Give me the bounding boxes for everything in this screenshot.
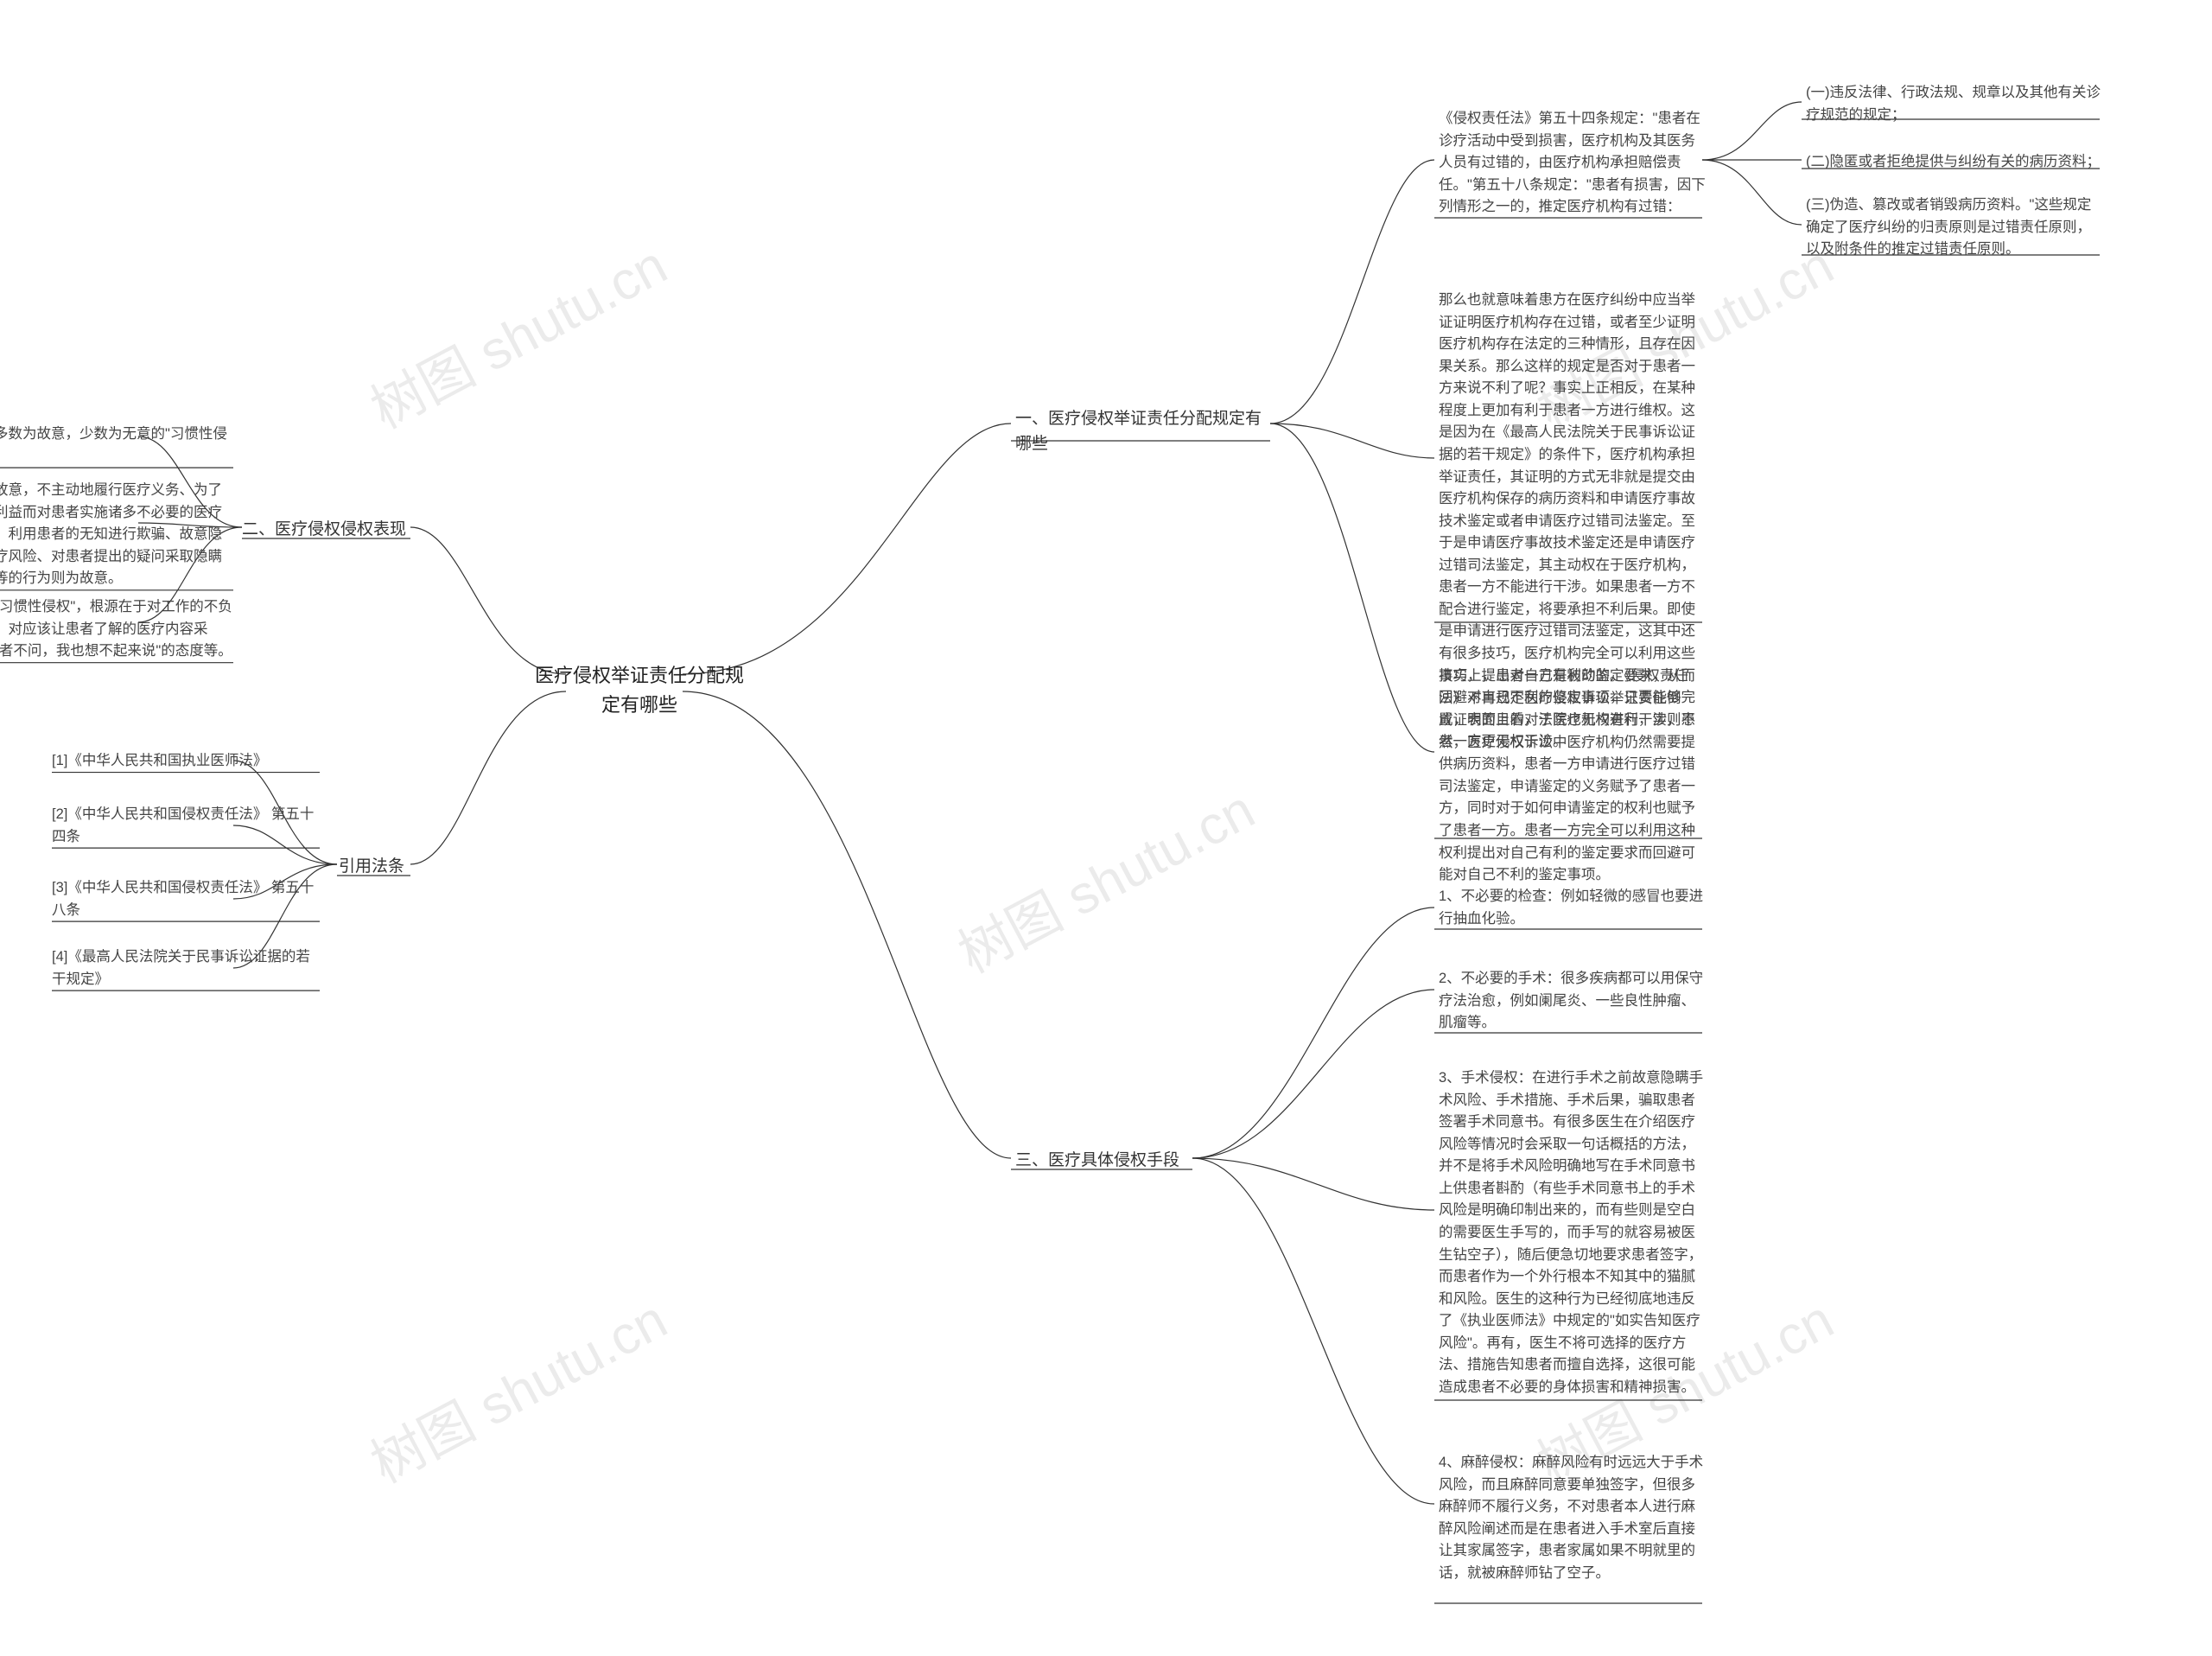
branch-1-leaf-1b: (二)隐匿或者拒绝提供与纠纷有关的病历资料； xyxy=(1806,151,2104,174)
branch-3: 二、医疗侵权侵权表现 xyxy=(242,517,410,542)
branch-1-leaf-1: 《侵权责任法》第五十四条规定："患者在诊疗活动中受到损害，医疗机构及其医务人员有… xyxy=(1439,108,1707,219)
center-node: 医疗侵权举证责任分配规 定有哪些 xyxy=(527,661,752,720)
center-title-l1: 医疗侵权举证责任分配规 xyxy=(527,661,752,691)
watermark: 树图 shutu.cn xyxy=(355,222,678,443)
branch-4-leaf-3: [3]《中华人民共和国侵权责任法》 第五十八条 xyxy=(52,877,320,921)
branch-1-leaf-1c: (三)伪造、篡改或者销毁病历资料。"这些规定确定了医疗纠纷的归责原则是过错责任原… xyxy=(1806,194,2104,261)
branch-2-leaf-1: 1、不必要的检查：例如轻微的感冒也要进行抽血化验。 xyxy=(1439,886,1707,930)
branch-3-leaf-3: 何为"习惯性侵权"，根源在于对工作的不负责任，对应该让患者了解的医疗内容采取"患… xyxy=(0,596,233,663)
branch-2-leaf-3: 3、手术侵权：在进行手术之前故意隐瞒手术风险、手术措施、手术后果，骗取患者签署手… xyxy=(1439,1067,1707,1398)
branch-1-label-l2: 哪些 xyxy=(1015,431,1274,456)
center-title-l2: 定有哪些 xyxy=(527,691,752,720)
branch-2-leaf-4: 4、麻醉侵权：麻醉风险有时远远大于手术风险，而且麻醉同意要单独签字，但很多麻醉师… xyxy=(1439,1452,1707,1584)
branch-1-label-l1: 一、医疗侵权举证责任分配规定有 xyxy=(1015,406,1274,431)
branch-4-leaf-4: [4]《最高人民法院关于民事诉讼证据的若干规定》 xyxy=(52,946,320,990)
branch-4-leaf-2: [2]《中华人民共和国侵权责任法》 第五十四条 xyxy=(52,804,320,848)
branch-2-leaf-2: 2、不必要的手术：很多疾病都可以用保守疗法治愈，例如阑尾炎、一些良性肿瘤、肌瘤等… xyxy=(1439,968,1707,1035)
branch-3-leaf-2: 何为故意，不主动地履行医疗义务、为了金钱利益而对患者实施诸多不必要的医疗行为、利… xyxy=(0,480,233,590)
branch-1-leaf-3: 事实上，患者一方是被动的。《侵权责任法》不再规定医疗侵权诉讼举证责任倒置，表面上… xyxy=(1439,666,1707,887)
branch-4-leaf-1: [1]《中华人民共和国执业医师法》 xyxy=(52,750,320,773)
branch-2: 三、医疗具体侵权手段 xyxy=(1015,1148,1205,1173)
branch-1: 一、医疗侵权举证责任分配规定有 哪些 xyxy=(1015,406,1274,457)
watermark: 树图 shutu.cn xyxy=(355,1277,678,1498)
branch-1-leaf-1a: (一)违反法律、行政法规、规章以及其他有关诊疗规范的规定； xyxy=(1806,82,2104,126)
watermark: 树图 shutu.cn xyxy=(943,767,1266,988)
branch-3-leaf-1: 绝大多数为故意，少数为无意的"习惯性侵权"。 xyxy=(0,424,233,468)
branch-4: 引用法条 xyxy=(339,854,412,879)
